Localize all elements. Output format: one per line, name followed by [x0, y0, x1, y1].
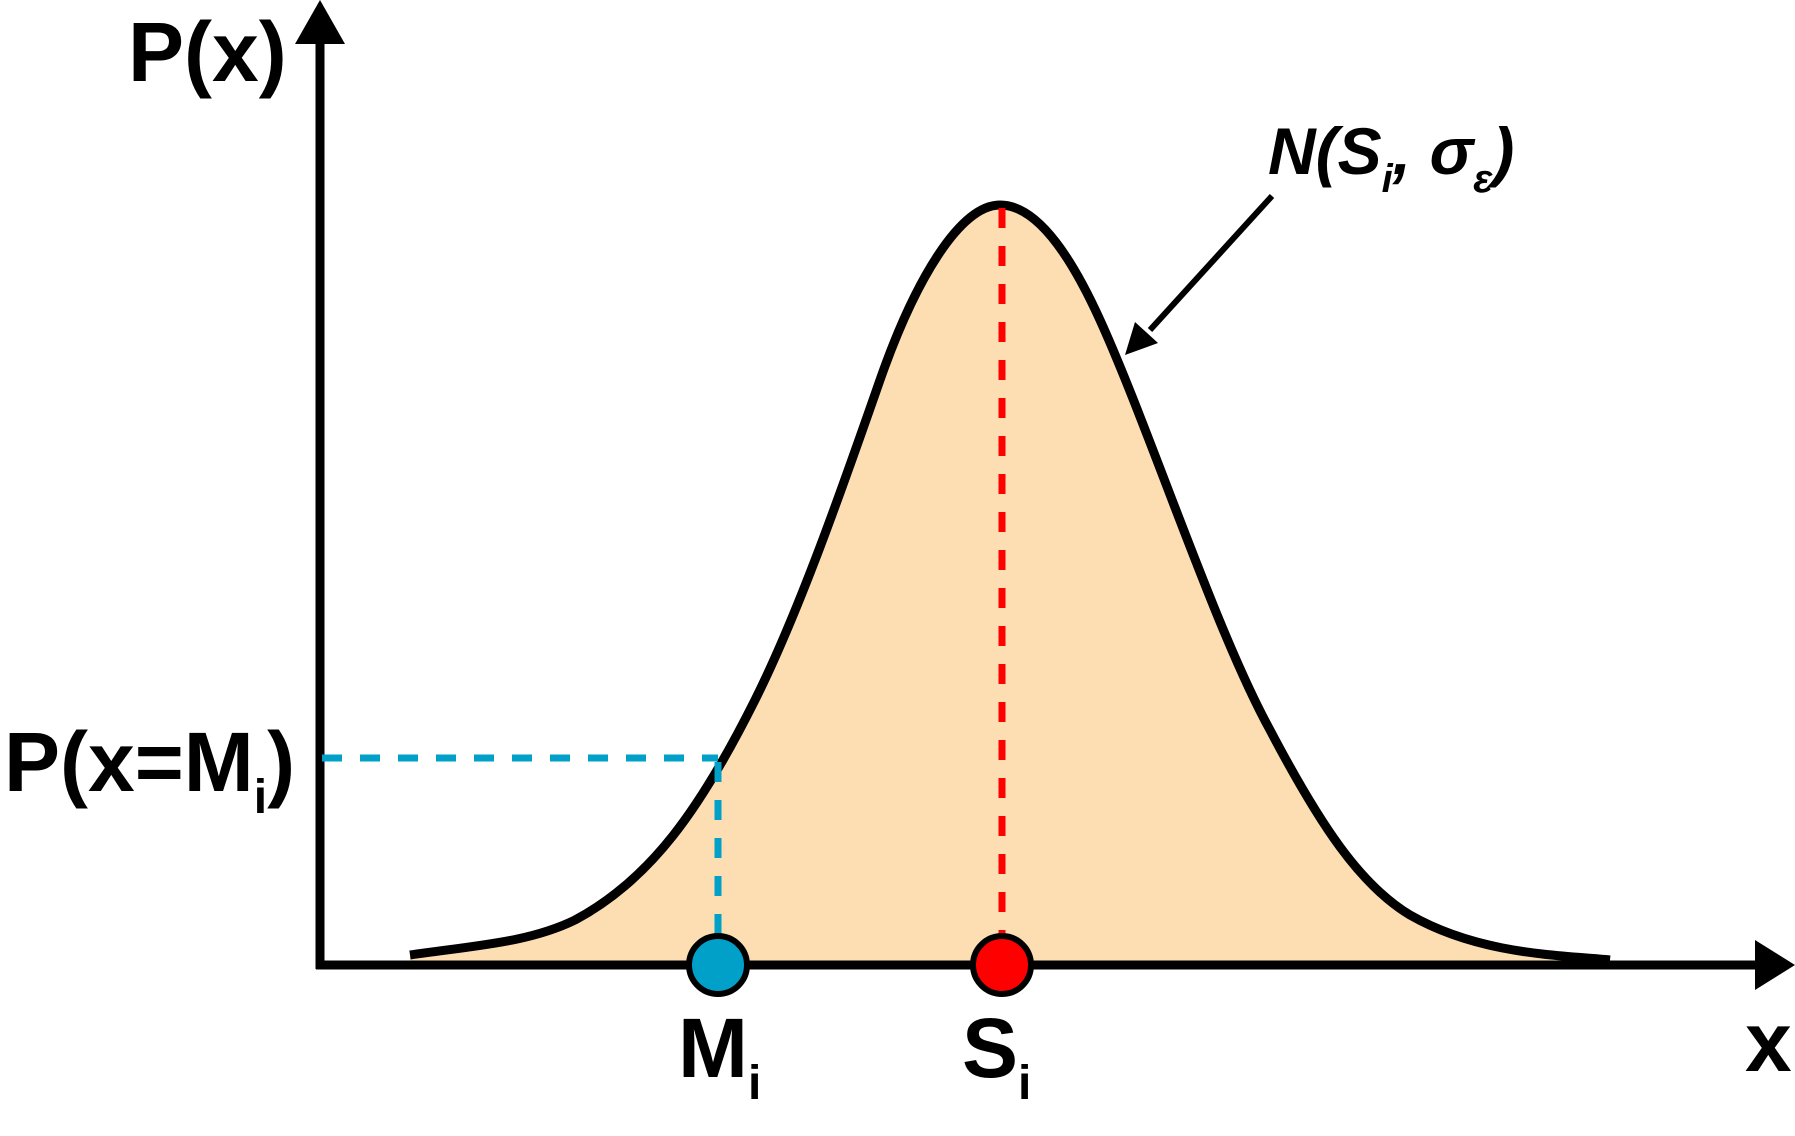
measured-point-subscript: i	[747, 1057, 762, 1110]
distribution-label: N(Si, σε)	[1268, 118, 1514, 199]
source-point-marker	[970, 933, 1034, 997]
distribution-arrow-shaft	[1147, 193, 1275, 333]
probability-label-close: )	[267, 715, 296, 809]
gaussian-area	[410, 205, 1610, 965]
distribution-label-sub-eps: ε	[1473, 157, 1493, 201]
y-axis-label: P(x)	[128, 5, 287, 99]
distribution-label-middle: , σ	[1392, 114, 1474, 188]
measured-point-marker	[686, 933, 750, 997]
distribution-label-prefix: N(S	[1268, 114, 1382, 188]
distribution-label-close: )	[1492, 114, 1515, 188]
x-axis-label: x	[1745, 995, 1792, 1089]
measured-point-label: Mi	[678, 1001, 762, 1110]
distribution-arrowhead	[1125, 322, 1158, 355]
y-axis-arrowhead	[295, 0, 345, 44]
source-point-label: Si	[962, 1001, 1032, 1110]
distribution-label-sub-i: i	[1381, 157, 1393, 201]
x-axis-arrowhead	[1755, 940, 1795, 990]
probability-label: P(x=Mi)	[4, 720, 295, 822]
gaussian-curve	[409, 200, 1611, 965]
probability-label-subscript: i	[253, 771, 268, 824]
probability-label-main: P(x=M	[4, 715, 254, 809]
source-point-subscript: i	[1018, 1057, 1032, 1110]
